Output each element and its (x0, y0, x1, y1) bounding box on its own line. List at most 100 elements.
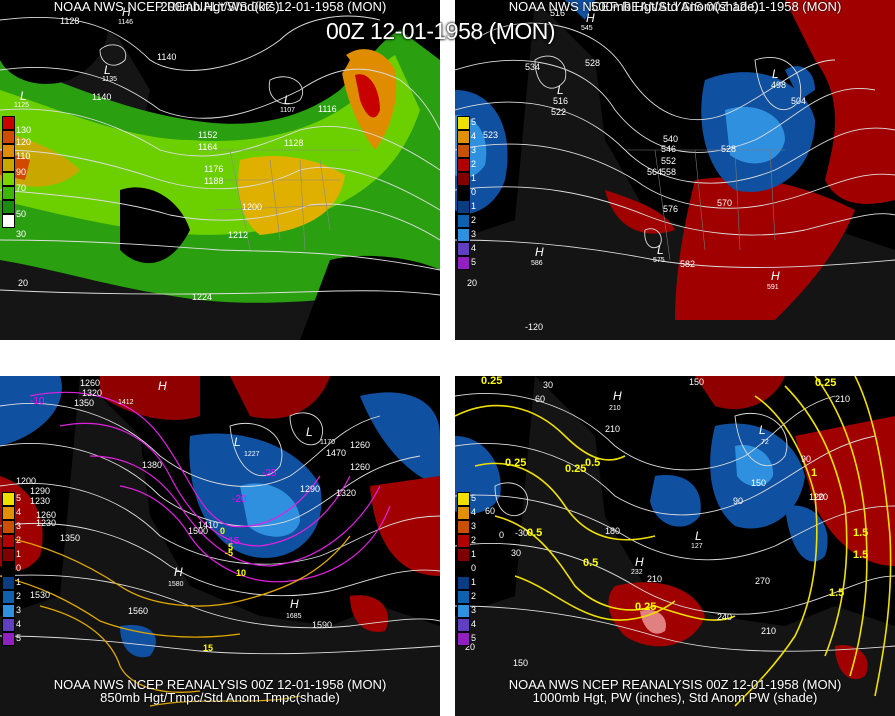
low-center-value: 575 (653, 257, 665, 264)
legend-label: 30 (16, 229, 27, 239)
contour-label: 546 (661, 144, 676, 154)
low-center-label: L (20, 89, 27, 103)
legend-label: 1 (471, 577, 477, 587)
contour-label: 1260 (36, 510, 56, 520)
legend-label: 3 (471, 521, 477, 531)
legend-swatch (2, 618, 15, 632)
low-center-label: L (772, 67, 779, 81)
contour-label: 1188 (204, 176, 223, 186)
contour-label: 20 (465, 642, 475, 652)
contour-labels: 1260 1320 1350 1380 1410 1500 1530 1560 … (16, 378, 370, 630)
contour-label: 552 (661, 156, 676, 166)
contour-label: 1212 (228, 230, 248, 240)
contour-label: 60 (485, 506, 495, 516)
high-center-value: 591 (767, 284, 779, 291)
legend-swatch (2, 520, 15, 534)
anomaly-legend: 5 4 3 2 1 0 1 2 3 4 5 (457, 492, 476, 646)
contour-label: 528 (721, 144, 736, 154)
pw-label: 0.25 (481, 376, 502, 387)
contour-label: 516 (550, 8, 565, 18)
legend-swatch (457, 214, 470, 228)
low-center-value: 127 (691, 543, 703, 550)
contour-label: 180 (605, 526, 620, 536)
isotherm-label: 10 (236, 568, 246, 578)
legend-label: 110 (16, 151, 31, 161)
panel-200mb: 1128 1140 1140 1116 1152 1164 1176 1188 … (0, 0, 440, 340)
contour-label: 1350 (60, 533, 80, 543)
contour-label: 1230 (36, 518, 56, 528)
pressure-centers: H 545 L L H 586 L 575 H 591 (531, 11, 780, 291)
legend-swatch (2, 214, 15, 228)
contour-label: 1350 (74, 398, 94, 408)
legend-label: 4 (16, 619, 22, 629)
legend-swatch (2, 562, 15, 576)
legend-label: 2 (16, 535, 22, 545)
isotherm-label: 15 (203, 643, 213, 653)
precipitable-water-labels: 0.25 0.5 0.25 0.25 0.5 1 1.5 1.5 0.5 0.2… (481, 376, 868, 613)
contour-label: 30 (543, 380, 553, 390)
pressure-centers: H 1412 L 1227 L 1170 H 1580 H 1685 (118, 379, 335, 620)
legend-label: 4 (471, 507, 477, 517)
panel-caption-line2: 500mb Hgt/Std Anom(shade) (591, 0, 759, 14)
legend-label: 3 (471, 229, 477, 239)
legend-swatch (457, 186, 470, 200)
map-1000mb: 30 60 90 120 150 180 210 240 270 210 150… (455, 376, 895, 716)
legend-swatch (2, 534, 15, 548)
legend-label: 1 (471, 201, 477, 211)
legend-swatch (2, 590, 15, 604)
legend-label: 1 (16, 549, 22, 559)
low-center-value: 1125 (14, 102, 29, 109)
anomaly-legend: 5 4 3 2 1 0 1 2 3 4 5 (457, 116, 476, 270)
legend-label: 4 (16, 507, 22, 517)
high-center-label: H (174, 565, 183, 579)
high-center-label: H (586, 11, 595, 25)
legend-label: 0 (16, 563, 22, 573)
legend-swatch (457, 242, 470, 256)
panel-caption-line1: NOAA NWS NCEP REANALYSIS 00Z 12-01-1958 … (508, 677, 842, 692)
contour-label: 90 (801, 454, 811, 464)
contour-label: -30 (515, 528, 528, 538)
low-center-label: L (234, 435, 241, 449)
isotherm-label: -20 (232, 494, 247, 505)
legend-swatch (2, 492, 15, 506)
legend-swatch (457, 590, 470, 604)
panel-caption-line1: NOAA NWS NCEP REANALYSIS 00Z 12-01-1958 … (53, 677, 387, 692)
isotherm-label: -25 (262, 468, 277, 479)
legend-swatch (457, 632, 470, 646)
contour-label: 20 (467, 278, 477, 288)
legend-label: 120 (16, 137, 32, 147)
high-center-label: H (158, 379, 167, 393)
contour-label: 1290 (30, 486, 50, 496)
legend-label: 0 (471, 187, 477, 197)
low-center-label: L (695, 529, 702, 543)
legend-swatch (2, 548, 15, 562)
low-center-value: 1135 (102, 76, 117, 83)
contour-label: 20 (18, 278, 28, 288)
low-center-label: L (759, 423, 766, 437)
legend-swatch (457, 492, 470, 506)
legend-swatch (457, 144, 470, 158)
contour-label: 1152 (198, 130, 217, 140)
contour-label: 1164 (198, 142, 217, 152)
high-center-label: H (613, 389, 622, 403)
contour-label: 528 (585, 58, 600, 68)
contour-label: 240 (717, 612, 732, 622)
legend-swatch (2, 506, 15, 520)
low-center-label: L (557, 83, 564, 97)
pw-label: 0.25 (635, 601, 656, 613)
panel-caption-line2: 200mb Hgt/Wnd(kts) (160, 0, 280, 14)
contour-label: 498 (771, 80, 786, 90)
panel-1000mb: 30 60 90 120 150 180 210 240 270 210 150… (455, 376, 895, 716)
panel-500mb: 516 534 528 522 516 528 523 504 498 540 … (455, 0, 895, 340)
contour-label: 1500 (188, 526, 208, 536)
legend-label: 2 (16, 591, 22, 601)
panel-caption-line2: 850mb Hgt/Tmpc/Std Anom Tmpc(shade) (100, 690, 340, 705)
contour-label: 90 (733, 496, 743, 506)
contour-label: 150 (689, 377, 704, 387)
legend-swatch (457, 604, 470, 618)
legend-swatch (457, 256, 470, 270)
temperature-labels: -10 -20 -25 -15 -5 0 5 10 15 (30, 396, 277, 653)
legend-label: 5 (471, 633, 477, 643)
contour-label: 1116 (318, 104, 337, 114)
low-center-value: 1170 (320, 439, 335, 446)
